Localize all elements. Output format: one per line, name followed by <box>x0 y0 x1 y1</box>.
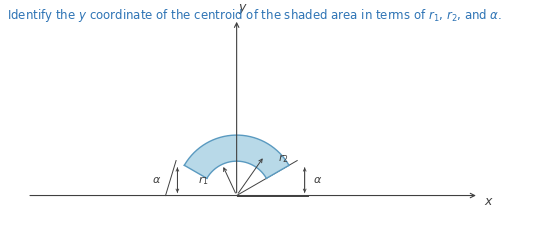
Text: $r_1$: $r_1$ <box>197 174 208 187</box>
Text: x: x <box>484 195 492 208</box>
Text: y: y <box>238 1 246 14</box>
Text: Identify the $y$ coordinate of the centroid of the shaded area in terms of $r_1$: Identify the $y$ coordinate of the centr… <box>7 7 502 24</box>
Polygon shape <box>184 135 289 178</box>
Text: $\alpha$: $\alpha$ <box>313 175 322 185</box>
Text: $\alpha$: $\alpha$ <box>152 175 161 185</box>
Text: $r_2$: $r_2$ <box>278 152 289 165</box>
